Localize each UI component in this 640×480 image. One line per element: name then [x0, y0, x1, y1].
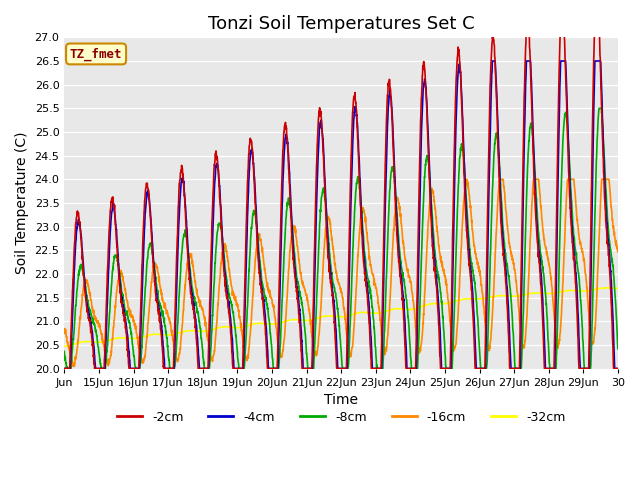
Text: TZ_fmet: TZ_fmet — [70, 47, 122, 60]
X-axis label: Time: Time — [324, 393, 358, 407]
Legend: -2cm, -4cm, -8cm, -16cm, -32cm: -2cm, -4cm, -8cm, -16cm, -32cm — [112, 406, 570, 429]
Title: Tonzi Soil Temperatures Set C: Tonzi Soil Temperatures Set C — [208, 15, 474, 33]
Y-axis label: Soil Temperature (C): Soil Temperature (C) — [15, 132, 29, 274]
